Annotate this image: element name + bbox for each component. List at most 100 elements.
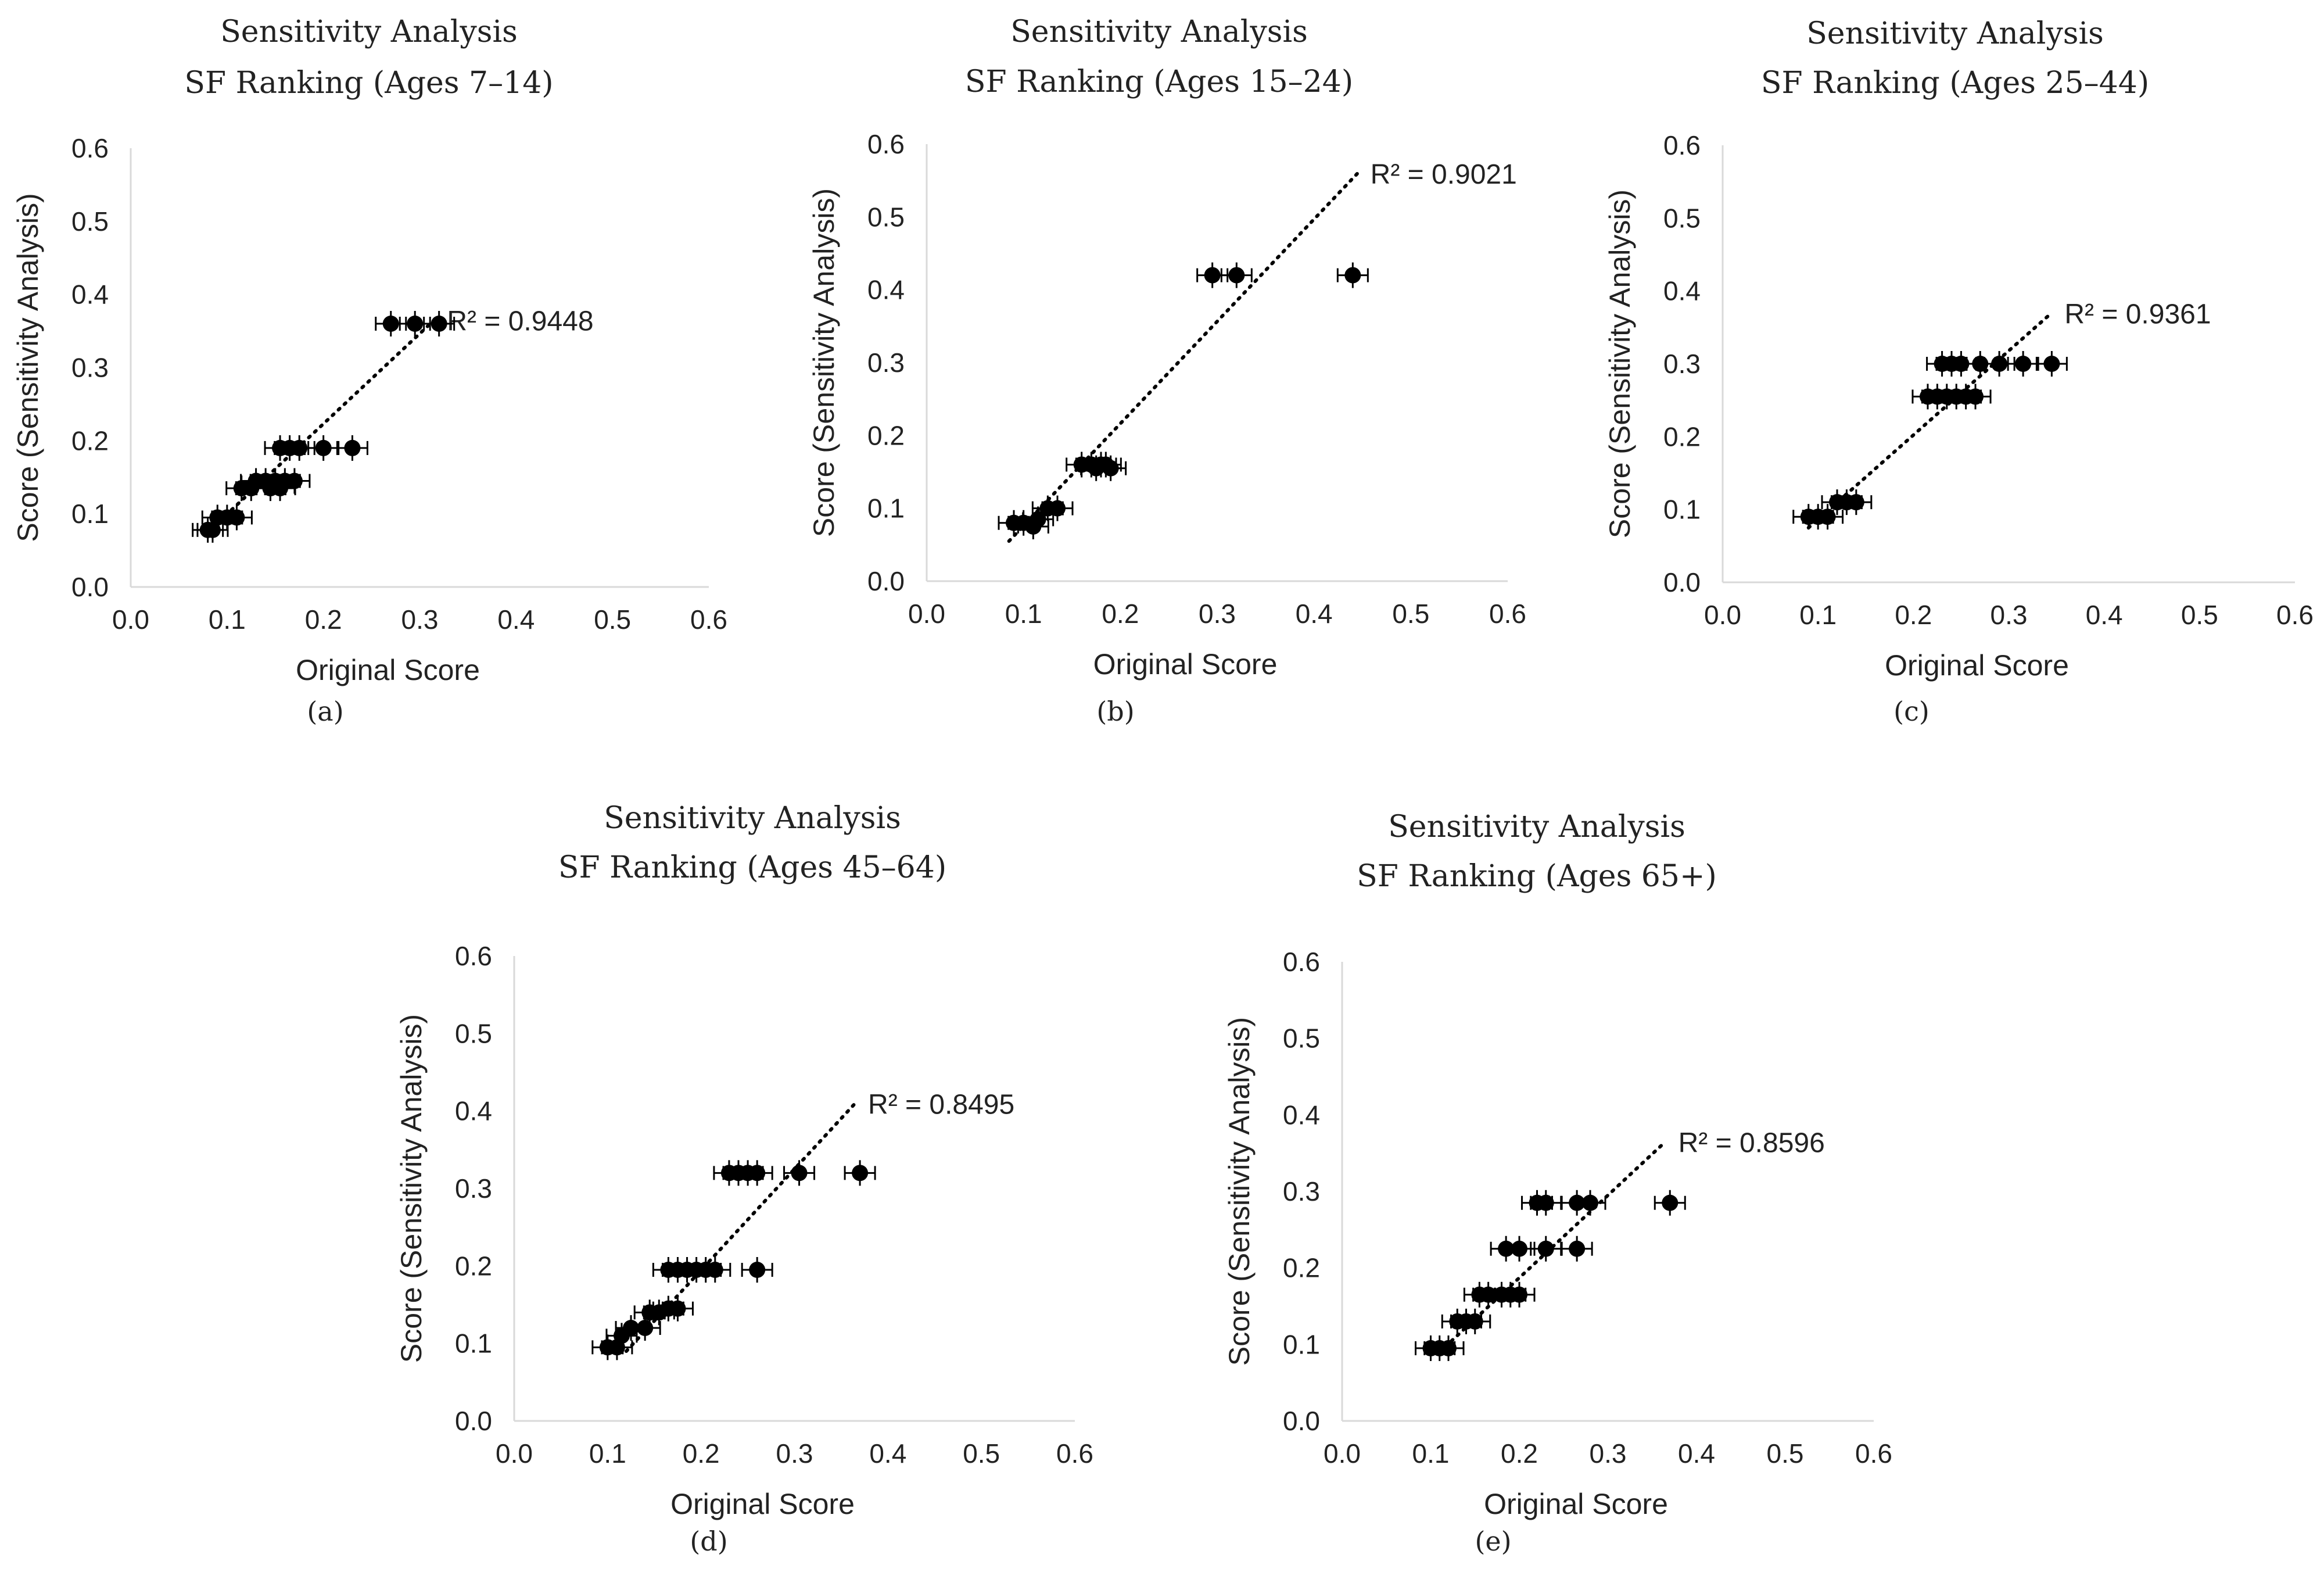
chart-panel-c: Sensitivity Analysis SF Ranking (Ages 25–… [1604, 16, 2314, 727]
y-tick-label: 0.0 [1283, 1406, 1320, 1436]
x-axis-label: Original Score [1484, 1488, 1668, 1520]
data-point [661, 1295, 694, 1322]
x-tick-label: 0.5 [1767, 1438, 1804, 1469]
data-point [699, 1257, 731, 1283]
data-point [1336, 262, 1369, 288]
y-tick-label: 0.2 [867, 420, 905, 450]
x-tick-label: 0.3 [401, 604, 439, 635]
y-tick-label: 0.0 [1663, 567, 1701, 597]
data-point [1041, 495, 1074, 521]
data-point [1840, 489, 1873, 515]
data-point [336, 435, 368, 461]
data-point [423, 311, 456, 336]
y-axis-label: Score (Sensitivity Analysis) [808, 188, 840, 537]
chart-panel-b: Sensitivity Analysis SF Ranking (Ages 15–… [808, 15, 1526, 727]
y-tick-label: 0.3 [71, 353, 109, 383]
y-tick-label: 0.2 [1283, 1253, 1320, 1283]
x-axis-label: Original Score [296, 654, 480, 686]
x-tick-label: 0.5 [1392, 599, 1429, 629]
y-tick-label: 0.4 [1663, 276, 1701, 306]
data-point [2035, 351, 2068, 377]
data-point [278, 468, 311, 494]
x-tick-label: 0.2 [305, 604, 342, 635]
data-point [1432, 1335, 1465, 1361]
chart-title-line1: Sensitivity Analysis [220, 15, 518, 49]
chart-title-line1: Sensitivity Analysis [1806, 16, 2104, 51]
x-tick-label: 0.2 [1501, 1438, 1538, 1469]
data-point [1959, 384, 1992, 410]
data-point [1561, 1236, 1593, 1262]
chart-title-line2: SF Ranking (Ages 65+) [1357, 859, 1717, 894]
data-point [1095, 455, 1127, 481]
x-tick-label: 0.5 [594, 604, 631, 635]
x-tick-label: 0.4 [1678, 1438, 1715, 1469]
y-tick-label: 0.1 [1663, 495, 1701, 525]
x-tick-label: 0.3 [1590, 1438, 1627, 1469]
x-tick-label: 0.1 [209, 604, 246, 635]
x-axis-label: Original Score [1885, 649, 2069, 682]
x-tick-label: 0.0 [1704, 600, 1741, 630]
chart-title-line2: SF Ranking (Ages 45–64) [558, 850, 946, 885]
y-axis-label: Score (Sensitivity Analysis) [1604, 189, 1636, 538]
y-tick-label: 0.1 [71, 499, 109, 529]
y-tick-label: 0.5 [867, 202, 905, 232]
y-tick-label: 0.5 [455, 1018, 492, 1048]
data-point [1654, 1190, 1686, 1216]
y-tick-label: 0.5 [1283, 1023, 1320, 1054]
panel-caption: (b) [1096, 696, 1134, 727]
y-tick-label: 0.1 [1283, 1329, 1320, 1359]
y-tick-label: 0.5 [1663, 203, 1701, 233]
x-tick-label: 0.2 [683, 1438, 720, 1469]
data-point [783, 1160, 816, 1186]
chart-title-line2: SF Ranking (Ages 7–14) [184, 66, 553, 101]
data-point [220, 504, 253, 531]
x-tick-label: 0.0 [1324, 1438, 1361, 1469]
chart-title-line1: Sensitivity Analysis [604, 801, 901, 836]
y-tick-label: 0.6 [867, 129, 905, 159]
panel-caption: (e) [1475, 1526, 1511, 1557]
data-point [283, 435, 315, 461]
x-tick-label: 0.6 [690, 604, 727, 635]
data-point [1530, 1190, 1562, 1216]
panel-caption: (d) [690, 1526, 727, 1557]
x-tick-label: 0.6 [2276, 600, 2314, 630]
y-axis-label: Score (Sensitivity Analysis) [12, 193, 44, 542]
data-point [1530, 1236, 1562, 1262]
panel-caption: (a) [307, 696, 343, 727]
y-tick-label: 0.6 [71, 133, 109, 163]
r-squared-label: R² = 0.9448 [447, 306, 593, 337]
x-tick-label: 0.4 [497, 604, 535, 635]
x-tick-label: 0.4 [869, 1438, 906, 1469]
data-point [1503, 1236, 1536, 1262]
chart-panel-d: Sensitivity Analysis SF Ranking (Ages 45–… [395, 801, 1093, 1557]
y-axis-label: Score (Sensitivity Analysis) [1223, 1017, 1256, 1366]
x-axis-label: Original Score [670, 1488, 855, 1520]
r-squared-label: R² = 0.8596 [1679, 1127, 1825, 1158]
x-tick-label: 0.5 [2181, 600, 2218, 630]
data-point [1503, 1281, 1536, 1308]
y-tick-label: 0.4 [867, 275, 905, 305]
data-point [1459, 1308, 1491, 1334]
chart-title-line1: Sensitivity Analysis [1010, 15, 1308, 49]
data-point [2007, 351, 2039, 377]
x-tick-label: 0.2 [1102, 599, 1139, 629]
trendline [206, 318, 436, 534]
data-point [1574, 1190, 1606, 1216]
x-tick-label: 0.0 [112, 604, 149, 635]
data-point [1220, 262, 1253, 288]
y-tick-label: 0.6 [1663, 130, 1701, 160]
data-point [1196, 262, 1229, 288]
data-point [844, 1160, 876, 1186]
y-tick-label: 0.2 [71, 425, 109, 456]
r-squared-label: R² = 0.9361 [2064, 299, 2211, 330]
y-tick-label: 0.0 [71, 572, 109, 602]
data-point [741, 1257, 773, 1283]
y-tick-label: 0.2 [455, 1251, 492, 1281]
y-tick-label: 0.3 [1663, 349, 1701, 379]
trendline [1007, 171, 1360, 543]
x-tick-label: 0.6 [1489, 599, 1526, 629]
y-tick-label: 0.4 [1283, 1100, 1320, 1130]
chart-title-line2: SF Ranking (Ages 25–44) [1761, 66, 2149, 101]
chart-title-line2: SF Ranking (Ages 15–24) [965, 65, 1353, 99]
x-tick-label: 0.2 [1895, 600, 1932, 630]
